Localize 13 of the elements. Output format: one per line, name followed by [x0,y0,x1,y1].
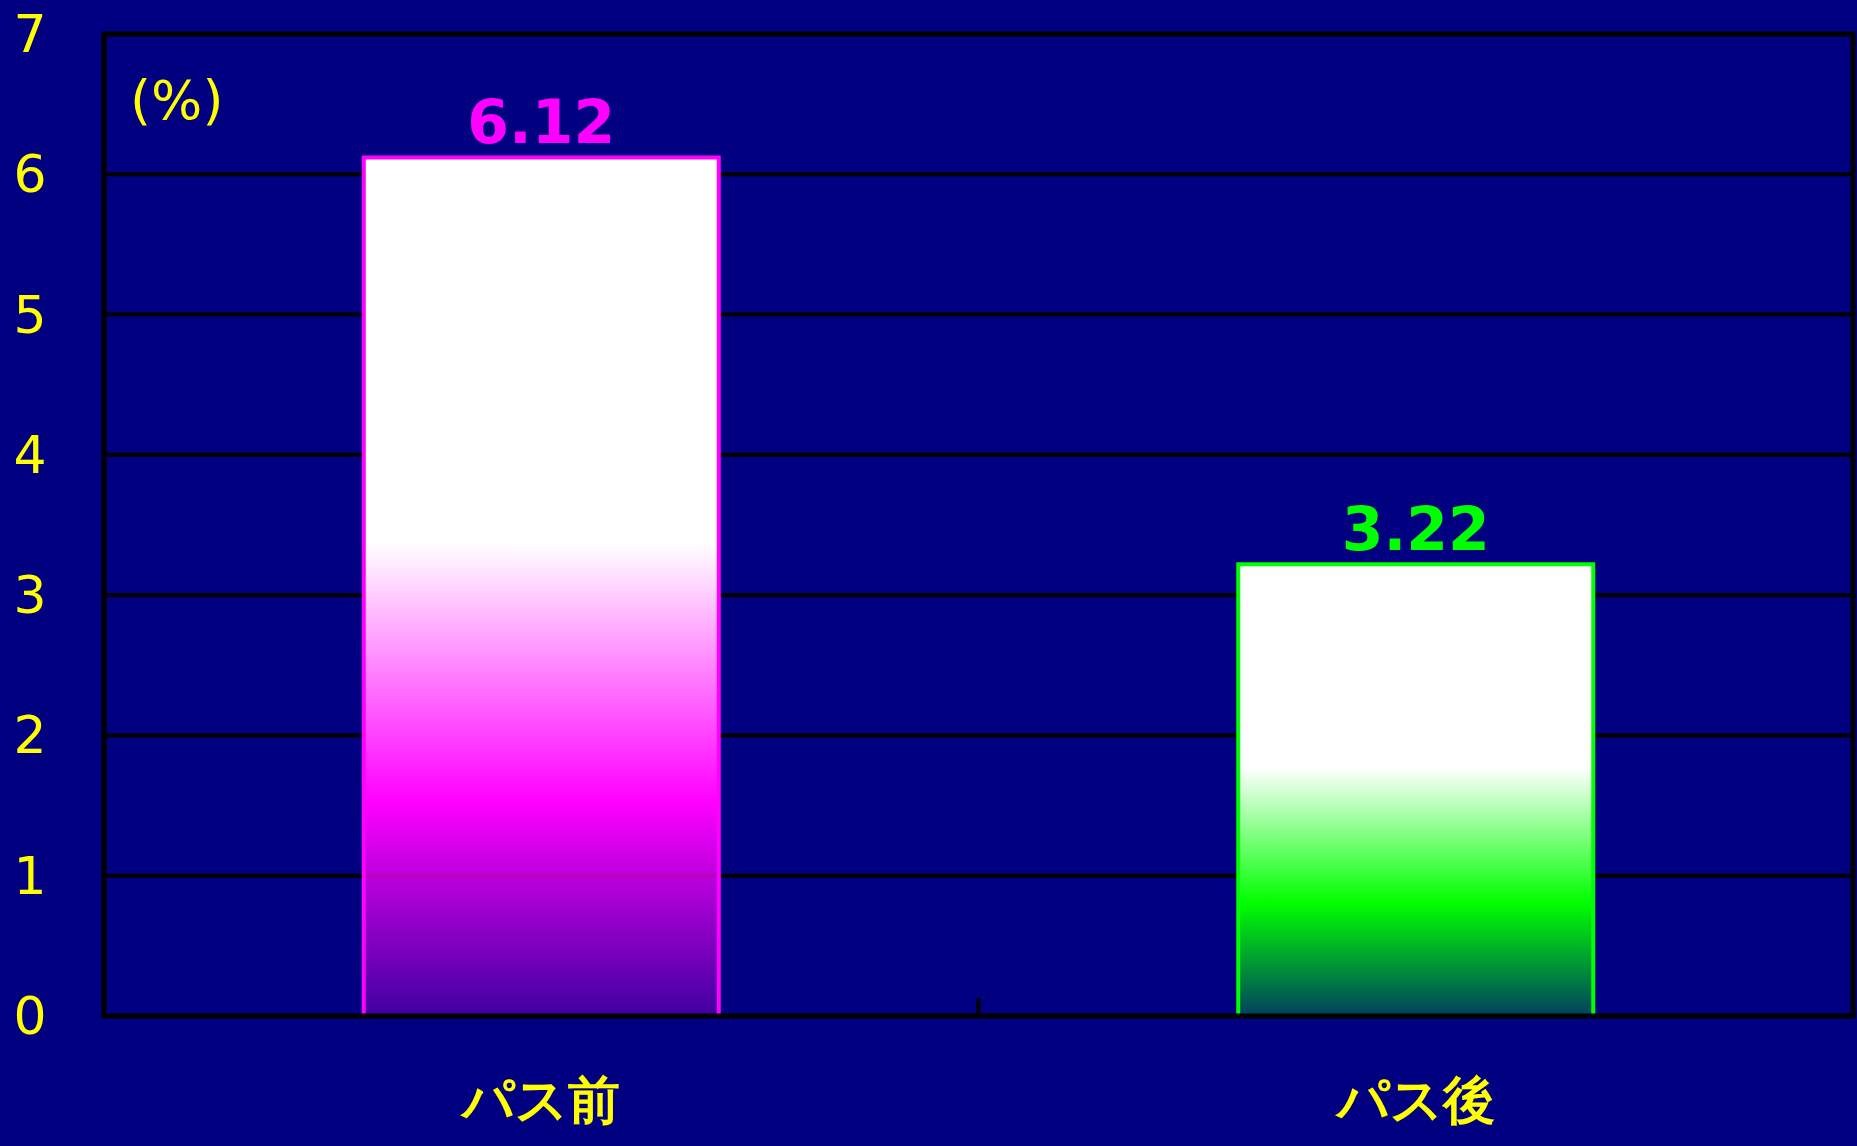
y-tick-label: 1 [13,845,47,906]
y-tick-label: 6 [13,144,47,205]
y-tick-label: 4 [13,424,47,485]
y-tick-label: 3 [13,565,47,626]
x-tick-label: パス後 [1333,1070,1495,1130]
y-tick-label: 0 [13,986,47,1046]
data-label: 3.22 [1341,494,1490,565]
x-tick-label: パス前 [459,1070,621,1130]
data-label: 6.12 [467,87,616,158]
y-tick-label: 7 [13,4,47,64]
y-axis-title: (%) [130,68,224,132]
y-tick-label: 2 [13,705,47,766]
y-tick-label: 5 [13,284,47,345]
